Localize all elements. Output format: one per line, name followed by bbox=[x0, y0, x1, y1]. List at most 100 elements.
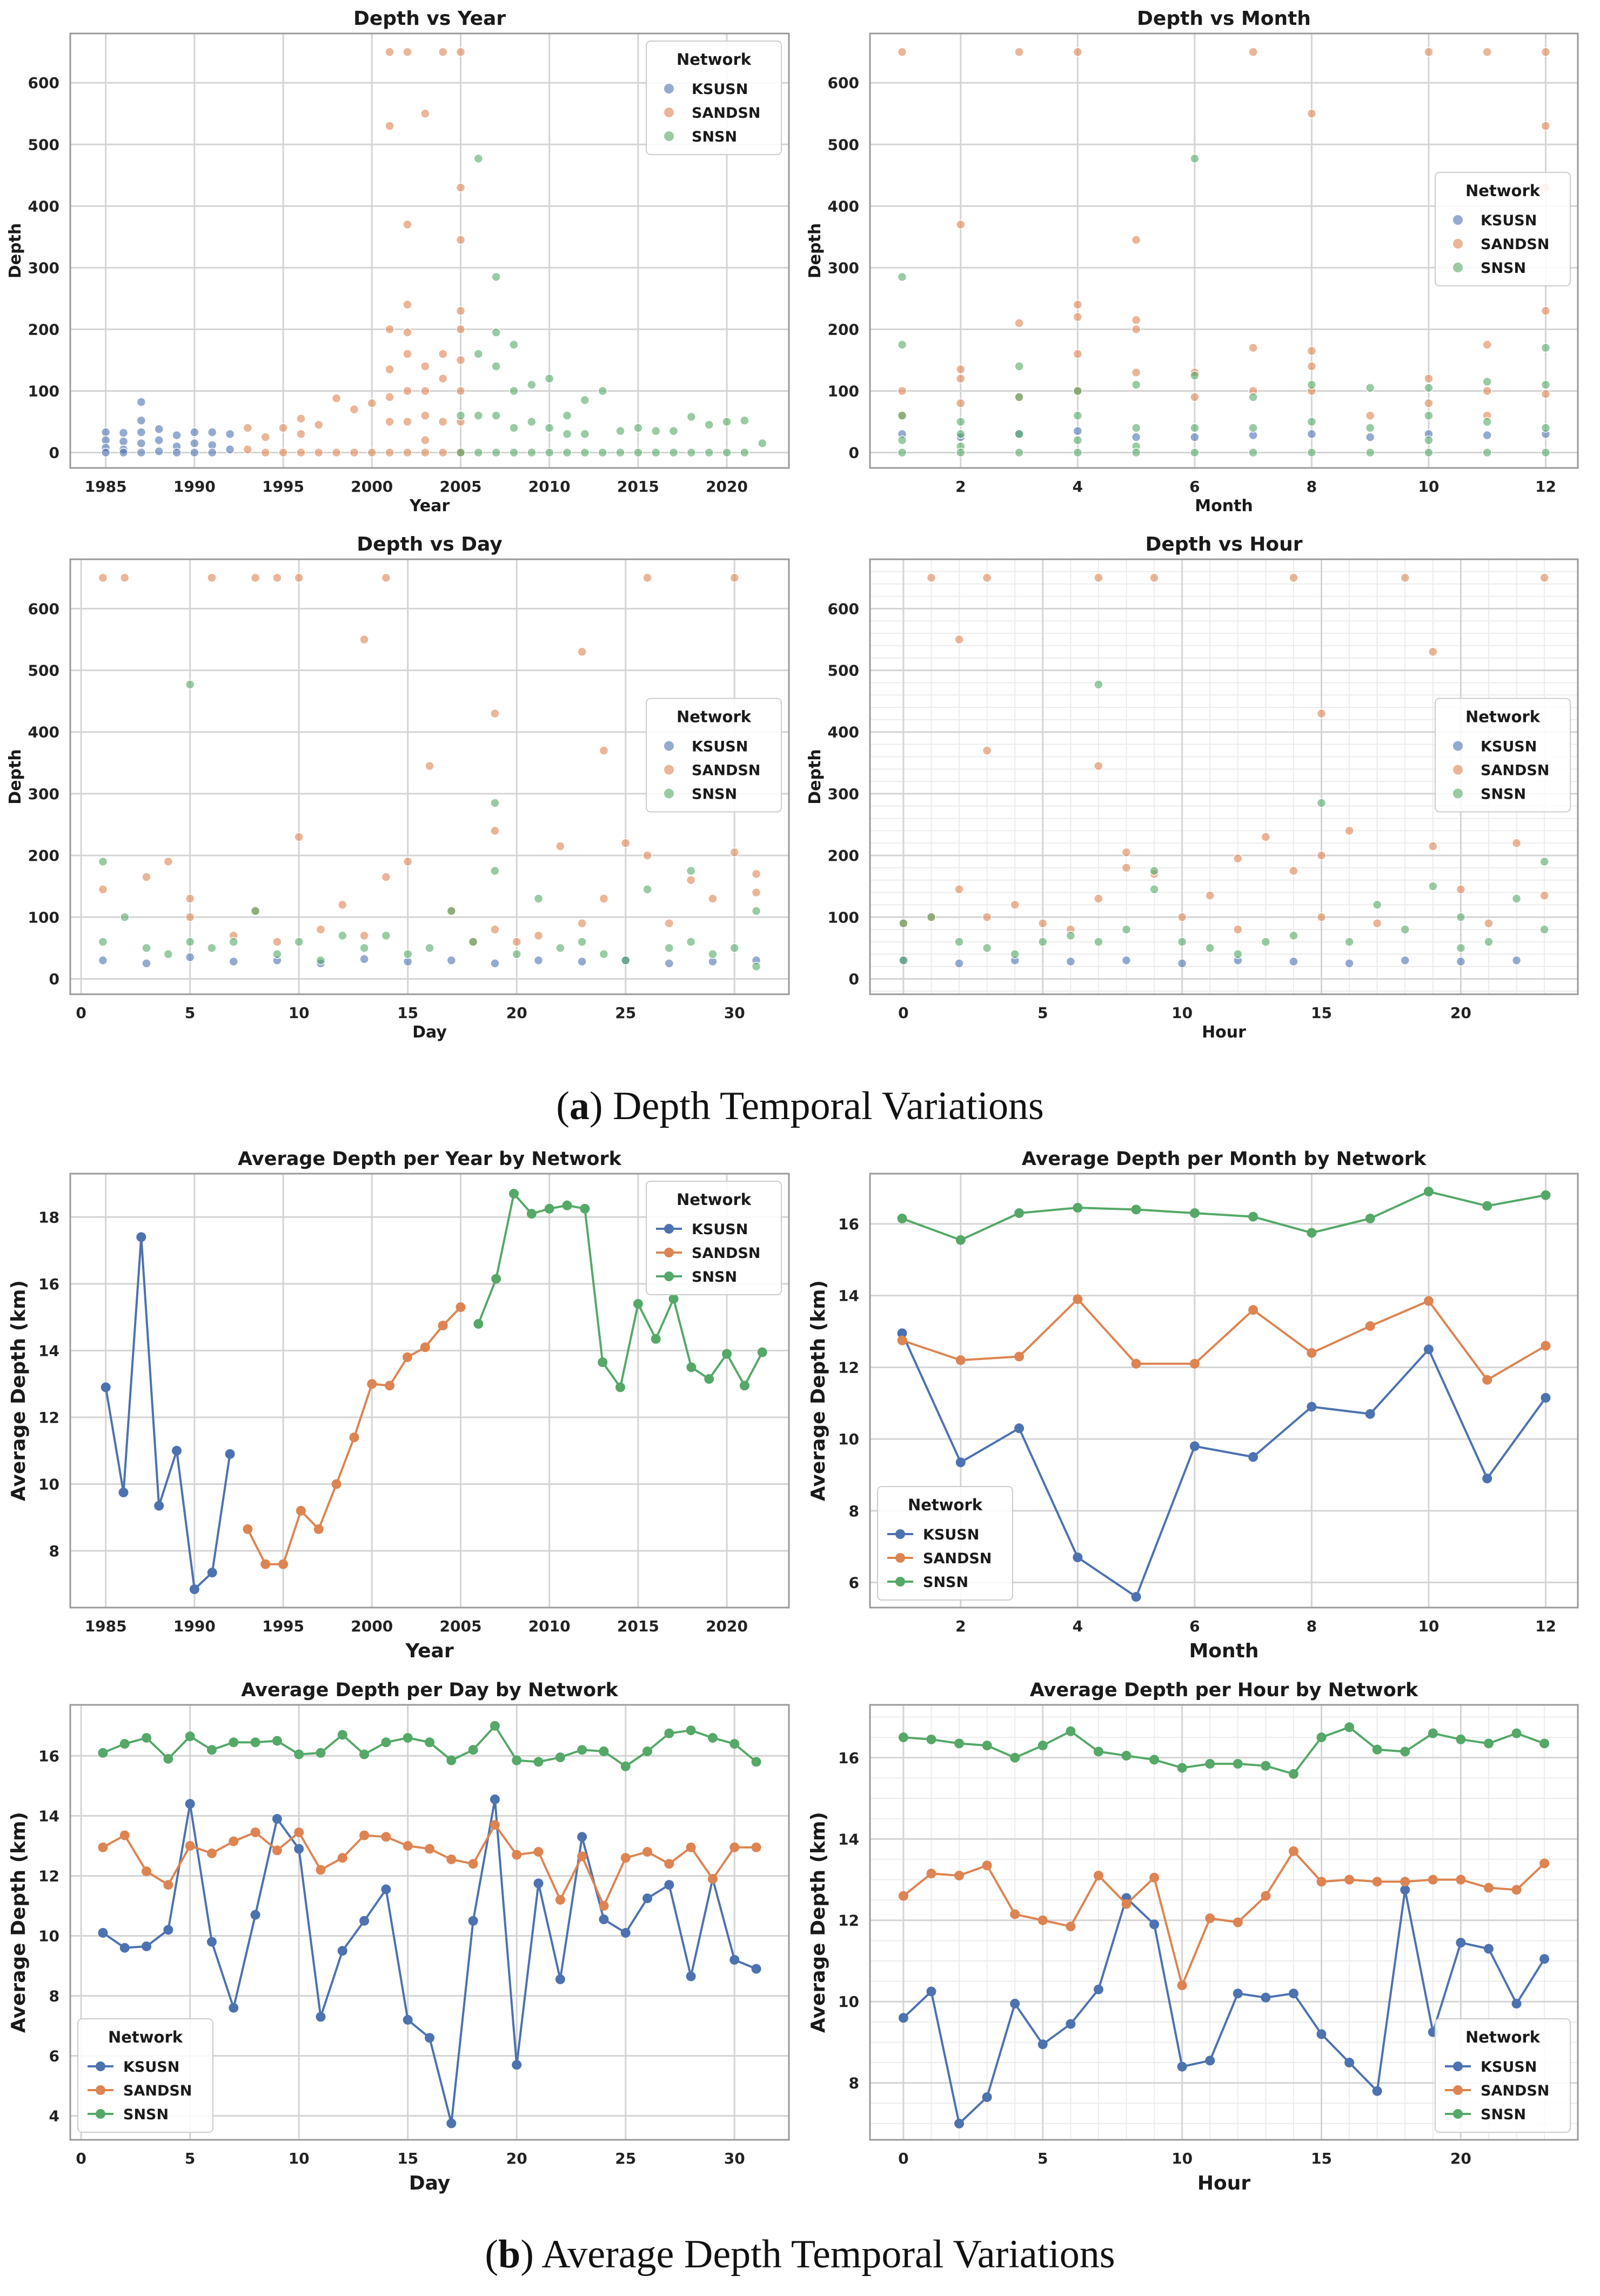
series-snsn bbox=[98, 1721, 761, 1771]
data-point bbox=[668, 426, 679, 436]
data-point bbox=[544, 1203, 554, 1214]
data-point bbox=[599, 894, 609, 903]
data-point bbox=[544, 423, 554, 433]
data-point bbox=[1190, 153, 1200, 164]
data-point bbox=[1365, 423, 1375, 433]
data-point bbox=[1073, 411, 1083, 420]
data-point bbox=[1482, 1474, 1492, 1484]
legend-label: SNSN bbox=[923, 1574, 968, 1591]
data-point bbox=[599, 746, 609, 755]
caption-a: (a) Depth Temporal Variations bbox=[556, 1084, 1044, 1128]
data-point bbox=[278, 423, 288, 433]
data-point bbox=[446, 2118, 457, 2128]
data-point bbox=[1093, 1984, 1103, 1994]
data-point bbox=[751, 906, 761, 916]
data-point bbox=[897, 272, 907, 282]
data-point bbox=[316, 1748, 326, 1758]
data-point bbox=[704, 420, 714, 430]
data-point bbox=[278, 447, 288, 458]
data-point bbox=[1307, 1348, 1317, 1358]
data-point bbox=[1424, 47, 1434, 57]
data-point bbox=[98, 1748, 108, 1758]
data-point bbox=[739, 1381, 749, 1391]
y-tick-label: 600 bbox=[828, 74, 859, 92]
data-point bbox=[136, 447, 146, 458]
series-ksusn bbox=[101, 1232, 235, 1595]
data-point bbox=[897, 340, 907, 350]
data-point bbox=[272, 949, 282, 959]
data-point bbox=[1428, 1728, 1438, 1738]
data-point bbox=[337, 1946, 347, 1956]
series-snsn bbox=[456, 153, 767, 458]
data-point bbox=[438, 447, 448, 458]
data-point bbox=[555, 1752, 565, 1763]
data-point bbox=[1372, 900, 1382, 910]
data-point bbox=[1073, 1552, 1083, 1563]
x-tick-label: 10 bbox=[1418, 1617, 1439, 1635]
data-point bbox=[1037, 1915, 1048, 1925]
data-point bbox=[446, 906, 457, 916]
data-point bbox=[473, 349, 484, 359]
legend-label: SANDSN bbox=[923, 1550, 992, 1567]
y-tick-label: 300 bbox=[28, 259, 59, 277]
data-point bbox=[1094, 761, 1103, 771]
data-point bbox=[446, 1854, 457, 1864]
data-point bbox=[1456, 1734, 1466, 1744]
data-point bbox=[1307, 1402, 1317, 1412]
data-point bbox=[1233, 949, 1243, 959]
x-tick-label: 8 bbox=[1307, 1617, 1317, 1635]
caption-b-letter: b bbox=[498, 2232, 521, 2277]
data-point bbox=[897, 47, 907, 57]
data-point bbox=[1094, 937, 1103, 947]
data-point bbox=[1365, 1409, 1375, 1419]
data-point bbox=[555, 1974, 565, 1984]
data-point bbox=[729, 1954, 740, 1965]
data-point bbox=[1307, 346, 1317, 356]
x-tick-label: 2000 bbox=[351, 478, 393, 496]
data-point bbox=[533, 1847, 544, 1857]
x-tick-label: 30 bbox=[724, 1004, 745, 1022]
data-point bbox=[544, 373, 554, 384]
data-point bbox=[1066, 956, 1076, 967]
data-point bbox=[1177, 1763, 1187, 1773]
series-ksusn bbox=[98, 952, 761, 968]
data-point bbox=[1423, 1187, 1434, 1197]
y-tick-label: 300 bbox=[828, 785, 859, 803]
data-point bbox=[1014, 1423, 1025, 1434]
legend-marker bbox=[664, 131, 674, 141]
data-point bbox=[686, 1842, 696, 1852]
data-point bbox=[456, 324, 466, 334]
data-point bbox=[381, 1832, 391, 1842]
data-point bbox=[577, 956, 587, 967]
data-point bbox=[642, 851, 652, 860]
data-point bbox=[577, 1832, 587, 1842]
legend-marker bbox=[664, 765, 674, 775]
data-point bbox=[533, 894, 544, 903]
data-point bbox=[385, 324, 394, 334]
data-point bbox=[1424, 383, 1434, 393]
data-point bbox=[707, 1874, 718, 1884]
data-point bbox=[708, 894, 718, 903]
data-point bbox=[729, 847, 739, 858]
series-snsn bbox=[473, 1189, 767, 1393]
data-point bbox=[1541, 306, 1551, 316]
data-point bbox=[243, 1524, 253, 1534]
data-point bbox=[1365, 1213, 1375, 1223]
data-point bbox=[1511, 1728, 1522, 1738]
data-point bbox=[172, 430, 182, 440]
y-tick-label: 600 bbox=[28, 600, 59, 618]
data-point bbox=[1190, 432, 1200, 442]
x-tick-label: 2005 bbox=[440, 1617, 482, 1635]
data-point bbox=[1190, 371, 1200, 380]
data-point bbox=[1482, 417, 1492, 427]
data-point bbox=[136, 1232, 146, 1242]
x-tick-label: 0 bbox=[898, 1004, 908, 1022]
data-point bbox=[1372, 1877, 1382, 1887]
y-tick-label: 600 bbox=[828, 600, 859, 618]
legend-marker bbox=[895, 1529, 905, 1539]
x-tick-label: 6 bbox=[1189, 478, 1200, 496]
data-point bbox=[314, 420, 324, 430]
data-point bbox=[491, 362, 501, 371]
y-tick-label: 500 bbox=[28, 662, 59, 680]
